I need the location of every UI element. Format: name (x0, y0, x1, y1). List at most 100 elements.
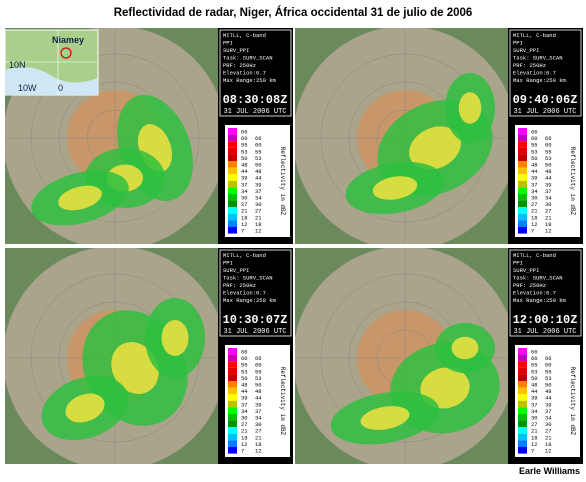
scale-label: 18 (241, 434, 248, 441)
radar-image (5, 28, 218, 244)
echo-core (458, 92, 482, 124)
scale-swatch (518, 420, 527, 428)
scale-label: 55 (241, 142, 248, 149)
scale-label: 39 (531, 395, 538, 402)
scale-label: 30 (531, 415, 538, 422)
echo-core (58, 185, 102, 211)
scale-label: 44 (545, 395, 552, 402)
scale-label: 37 (241, 401, 248, 408)
scale-swatch (228, 367, 237, 375)
scale-label: 21 (241, 208, 248, 215)
scale-label: 34 (255, 195, 262, 202)
scale-swatch (228, 433, 237, 441)
time: 10:30:07Z (223, 313, 288, 327)
scale-label: 37 (255, 408, 262, 415)
scale-swatch (518, 407, 527, 414)
scale-swatch (518, 394, 527, 401)
info-line: MITLL, C-band (223, 32, 266, 39)
scale-label: 55 (241, 362, 248, 369)
scale-label: 21 (241, 428, 248, 435)
scale-label: 12 (241, 221, 248, 228)
scale-label: 27 (545, 208, 552, 215)
date: 31 JUL 2006 UTC (513, 328, 576, 336)
scale-swatch (518, 354, 527, 362)
scale-label: 39 (255, 181, 262, 188)
scale-swatch (228, 154, 237, 161)
scale-label: 55 (531, 142, 538, 149)
scale-label: 27 (241, 201, 248, 208)
scale-label: 39 (545, 181, 552, 188)
scale-label: 34 (255, 415, 262, 422)
scale-label: 44 (241, 168, 248, 175)
scale-label: 30 (241, 195, 248, 202)
scale-swatch (518, 128, 527, 135)
scale-label: 66 (545, 355, 552, 362)
scale-swatch (228, 141, 237, 148)
info-line: Elevation:0.7 (223, 290, 266, 297)
scale-swatch (518, 174, 527, 181)
scale-label: 7 (241, 228, 244, 235)
scale-label: 39 (241, 395, 248, 402)
scale-label: 39 (531, 175, 538, 182)
scale-label: 50 (545, 162, 552, 169)
scale-label: 12 (531, 221, 538, 228)
info-line: Task: SURV_SCAN (513, 55, 563, 62)
scale-label: 12 (255, 228, 262, 235)
echo-core (372, 176, 418, 200)
scale-label: 7 (531, 448, 534, 455)
info-line: MITLL, C-band (223, 252, 266, 259)
scale-label: 50 (255, 382, 262, 389)
scale-label: 34 (241, 188, 248, 195)
scale-label: 53 (255, 375, 262, 382)
scale-label: 34 (545, 195, 552, 202)
time: 12:00:10Z (513, 313, 578, 327)
scale-label: 53 (531, 368, 538, 375)
scale-label: 27 (255, 428, 262, 435)
scale-label: 21 (545, 214, 552, 221)
scale-label: 44 (545, 175, 552, 182)
scale-swatch (518, 134, 527, 142)
scale-label: 48 (545, 168, 552, 175)
scale-label: 37 (545, 188, 552, 195)
scale-swatch (518, 427, 527, 434)
scale-label: 55 (545, 368, 552, 375)
info-line: SURV_PPI (223, 47, 249, 54)
scale-title: Reflectivity in dBZ (569, 147, 576, 216)
scale-swatch (228, 400, 237, 408)
scale-label: 48 (255, 388, 262, 395)
info-line: PRF: 250Hz (513, 62, 546, 69)
scale-swatch (228, 213, 237, 221)
scale-label: 30 (241, 415, 248, 422)
scale-swatch (228, 161, 237, 168)
scale-label: 30 (255, 201, 262, 208)
map-marker (60, 47, 72, 59)
scale-label: 60 (255, 362, 262, 369)
info-line: SURV_PPI (513, 267, 539, 274)
scale-swatch (518, 227, 527, 234)
scale-label: 18 (545, 221, 552, 228)
scale-swatch (228, 227, 237, 234)
info-line: Max Range:250 km (223, 297, 277, 304)
inset-map: Niamey 10N 10W 0 (4, 29, 99, 96)
scale-label: 37 (545, 408, 552, 415)
scale-swatch (518, 414, 527, 421)
scale-swatch (518, 141, 527, 148)
scale-label: 34 (545, 415, 552, 422)
scale-label: 48 (241, 162, 248, 169)
scale-swatch (228, 167, 237, 175)
scale-swatch (228, 407, 237, 414)
scale-swatch (518, 440, 527, 447)
date: 31 JUL 2006 UTC (513, 108, 576, 116)
info-box (219, 29, 292, 117)
map-lat: 10N (9, 60, 26, 70)
date: 31 JUL 2006 UTC (223, 108, 286, 116)
scale-label: 12 (255, 448, 262, 455)
scale-label: 60 (241, 135, 248, 142)
scale-swatch (518, 200, 527, 208)
scale-label: 53 (545, 375, 552, 382)
echo-core (65, 393, 105, 423)
scale-swatch (228, 394, 237, 401)
